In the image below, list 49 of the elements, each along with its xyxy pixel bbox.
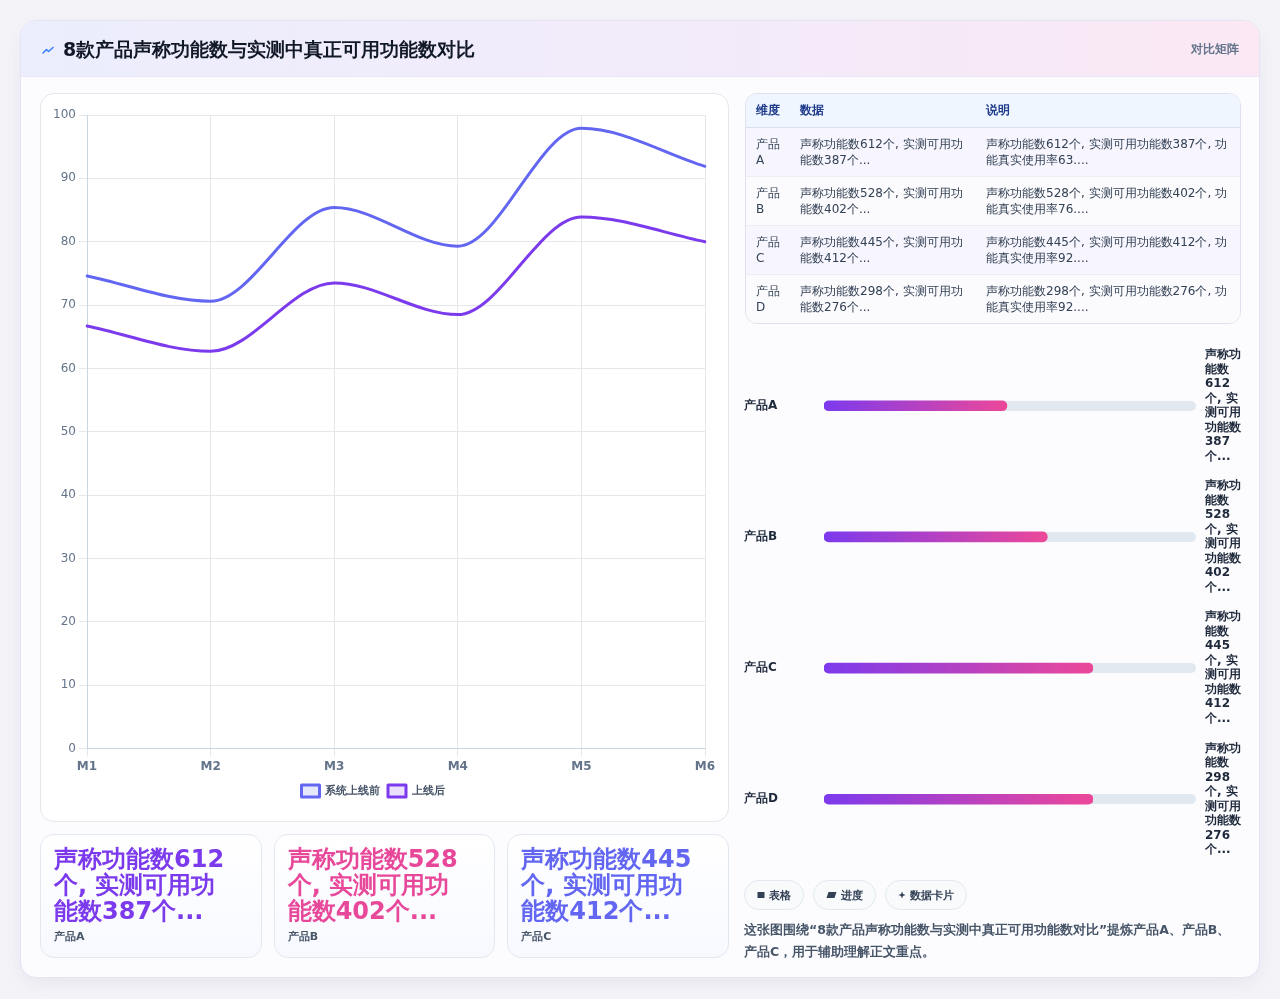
category-label: 产品B — [287, 929, 320, 944]
text: 对比矩阵 — [1191, 41, 1239, 58]
y-tick-label: 10 — [60, 677, 76, 692]
text: 声称功能数445个, 实测可用功能数412个, 功能真实使用率92.... — [976, 225, 1240, 274]
y-tick-label: 50 — [60, 423, 76, 438]
text: 声称功能数445个, 实测可用功能数412个... — [1204, 609, 1242, 725]
text: 声称功能数298个, 实测可用功能数276个... — [1204, 740, 1242, 857]
x-tick-label: M4 — [447, 758, 468, 773]
text: 声称功能数528个, 实测可用功能数402个... — [287, 845, 459, 925]
x-tick-label: M6 — [694, 758, 716, 773]
text: 声称功能数298个, 实测可用功能数276个, 功能真实使用率92.... — [985, 282, 1229, 316]
x-tick-label: M1 — [76, 758, 98, 773]
x-tick-label: M5 — [571, 758, 592, 773]
y-tick-label: 90 — [60, 170, 76, 185]
y-tick-label: 20 — [60, 614, 76, 629]
category-label: 表格 — [769, 887, 791, 903]
y-tick-label: 产品C — [743, 660, 777, 675]
y-tick-label: 产品D — [743, 791, 778, 806]
category-label: 维度 — [746, 94, 790, 127]
y-tick-label: 30 — [60, 550, 76, 565]
y-tick-label: 产品B — [743, 529, 778, 544]
chart-title: 8款产品声称功能数与实测中真正可用功能数对比 — [63, 37, 476, 62]
category-label: 数据卡片 — [910, 887, 954, 903]
x-tick-label: M3 — [324, 758, 345, 773]
text: 声称功能数612个, 实测可用功能数387个... — [790, 127, 976, 176]
legend-label: 上线后 — [410, 783, 445, 797]
category-label: 数据 — [790, 94, 976, 127]
category-label: 进度 — [841, 887, 863, 903]
y-tick-label: 80 — [60, 233, 76, 248]
legend-label: 系统上线前 — [324, 783, 380, 797]
text: 声称功能数445个, 实测可用功能数412个... — [521, 845, 693, 925]
category-label: 说明 — [976, 94, 1240, 127]
text: 声称功能数612个, 实测可用功能数387个, 功能真实使用率63.... — [976, 127, 1240, 176]
text: 声称功能数298个, 实测可用功能数276个... — [799, 282, 964, 316]
text: 声称功能数612个, 实测可用功能数387个... — [54, 845, 226, 925]
y-tick-label: 60 — [60, 360, 76, 375]
text: 声称功能数528个, 实测可用功能数402个... — [790, 176, 976, 225]
y-tick-label: 0 — [68, 740, 76, 755]
text: 声称功能数612个, 实测可用功能数387个... — [1204, 347, 1242, 463]
x-tick-label: M2 — [200, 758, 221, 773]
category-label: 产品C — [521, 929, 553, 944]
y-tick-label: 100 — [53, 107, 76, 122]
y-tick-label: 40 — [60, 487, 76, 502]
text: 声称功能数445个, 实测可用功能数412个... — [790, 225, 976, 274]
text: 声称功能数528个, 实测可用功能数402个, 功能真实使用率76.... — [976, 176, 1240, 225]
y-tick-label: 产品A — [743, 397, 778, 412]
text: 声称功能数528个, 实测可用功能数402个... — [1204, 478, 1242, 594]
text: 这张图围绕“8款产品声称功能数与实测中真正可用功能数对比”提炼产品A、产品B、产品C，用于辅助理解正文重点。 — [744, 921, 1232, 961]
y-tick-label: 70 — [60, 297, 76, 312]
